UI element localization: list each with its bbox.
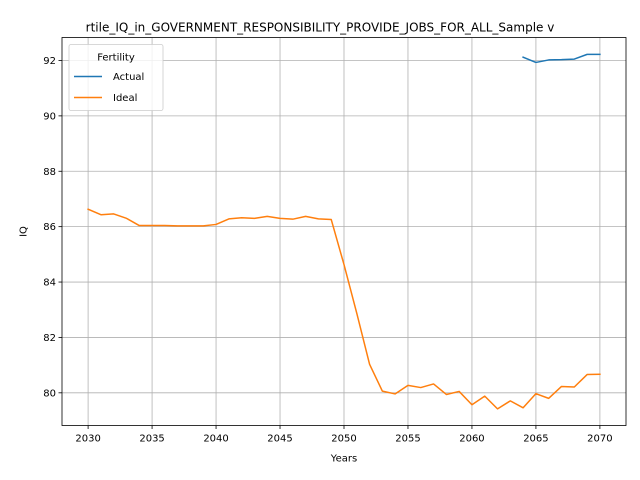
series-line-actual <box>522 53 601 64</box>
chart-title: rtile_IQ_in_GOVERNMENT_RESPONSIBILITY_PR… <box>86 21 555 35</box>
x-tick-label: 2040 <box>203 434 228 445</box>
y-tick-label: 80 <box>43 388 56 399</box>
x-tick-label: 2050 <box>331 434 356 445</box>
x-tick-label: 2060 <box>459 434 484 445</box>
series-line-ideal <box>87 208 601 410</box>
legend-entries: Actual Ideal <box>74 72 144 104</box>
grid <box>62 37 626 426</box>
y-tick-label: 84 <box>43 278 56 289</box>
legend-label-actual: Actual <box>113 72 144 83</box>
y-tick-label: 92 <box>43 56 56 67</box>
legend-title: Fertility <box>97 53 135 64</box>
legend-box <box>68 44 164 111</box>
x-axis-label: Years <box>330 454 357 465</box>
y-tick-label: 82 <box>43 333 56 344</box>
x-axis-ticks: 2030 2035 2040 2045 2050 2055 2060 2065 2070 <box>75 425 613 445</box>
y-tick-label: 86 <box>43 222 56 233</box>
y-tick-label: 88 <box>43 167 56 178</box>
x-tick-label: 2055 <box>395 434 420 445</box>
x-tick-label: 2045 <box>267 434 292 445</box>
plot-series <box>87 53 601 410</box>
x-tick-label: 2065 <box>523 434 548 445</box>
legend-label-ideal: Ideal <box>113 93 137 104</box>
x-tick-label: 2030 <box>75 434 100 445</box>
x-tick-label: 2035 <box>139 434 164 445</box>
y-axis-ticks: 80 82 84 86 88 90 92 <box>43 56 62 399</box>
x-tick-label: 2070 <box>587 434 612 445</box>
y-tick-label: 90 <box>43 111 56 122</box>
y-axis-label: IQ <box>19 226 30 237</box>
legend: Fertility Actual Ideal <box>68 44 164 111</box>
